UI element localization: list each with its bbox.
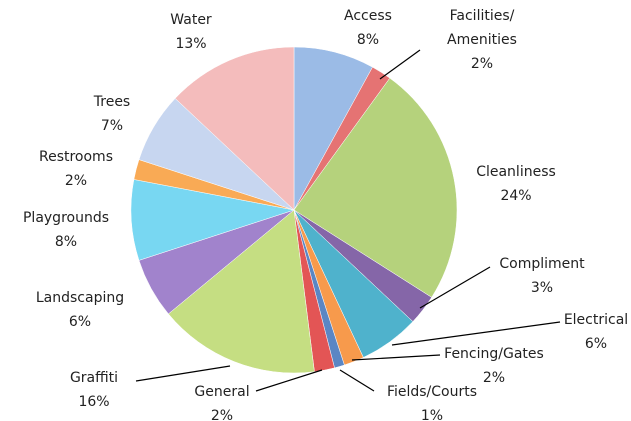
slice-label: Compliment 3%	[477, 252, 607, 300]
slice-label: Graffiti 16%	[44, 366, 144, 414]
category-label: Fields/Courts	[386, 384, 478, 400]
pie-slice	[174, 46, 295, 211]
leader-line	[419, 266, 491, 309]
slice-label: Fields/Courts 1%	[367, 380, 497, 421]
category-label: Cleanliness	[476, 164, 556, 180]
category-label: Graffiti	[69, 370, 119, 386]
leader-line	[339, 369, 375, 392]
value-label: 2%	[470, 56, 494, 72]
value-label: 6%	[68, 314, 92, 330]
leader-line	[379, 49, 421, 80]
slice-label: Facilities/ Amenities 2%	[437, 4, 527, 76]
slice-label: Landscaping 6%	[20, 286, 140, 334]
category-label: Fencing/Gates	[444, 346, 544, 362]
category-label: Trees	[93, 94, 131, 110]
category-label: Access	[344, 8, 392, 24]
slice-label: Playgrounds 8%	[6, 206, 126, 254]
value-label: 8%	[54, 234, 78, 250]
leader-line	[351, 354, 441, 361]
slice-label: Water 13%	[141, 8, 241, 56]
category-label: Compliment	[499, 256, 585, 272]
slice-label: Cleanliness 24%	[446, 160, 586, 208]
pie-slice	[168, 209, 315, 374]
category-label: Water	[170, 12, 212, 28]
category-label: Electrical	[563, 312, 629, 328]
slice-label: Restrooms 2%	[16, 145, 136, 193]
value-label: 3%	[530, 280, 554, 296]
value-label: 2%	[482, 370, 506, 386]
category-label: Landscaping	[35, 290, 125, 306]
slice-label: Electrical 6%	[546, 308, 631, 356]
value-label: 1%	[420, 408, 444, 421]
category-label: Playgrounds	[22, 210, 110, 226]
slice-label: Trees 7%	[62, 90, 162, 138]
category-label: General	[194, 384, 250, 400]
slice-label: General 2%	[172, 380, 272, 421]
value-label: 6%	[584, 336, 608, 352]
pie-slice	[293, 77, 458, 298]
value-label: 24%	[500, 188, 532, 204]
value-label: 13%	[175, 36, 207, 52]
category-label: Facilities/ Amenities	[447, 8, 517, 48]
leader-line	[135, 365, 231, 382]
category-label: Restrooms	[38, 149, 113, 165]
leader-line	[391, 321, 561, 346]
value-label: 16%	[78, 394, 110, 410]
value-label: 2%	[64, 173, 88, 189]
leader-line	[255, 369, 323, 392]
slice-label: Fencing/Gates 2%	[429, 342, 559, 390]
value-label: 8%	[356, 32, 380, 48]
value-label: 7%	[100, 118, 124, 134]
value-label: 2%	[210, 408, 234, 421]
slice-label: Access 8%	[308, 4, 428, 52]
